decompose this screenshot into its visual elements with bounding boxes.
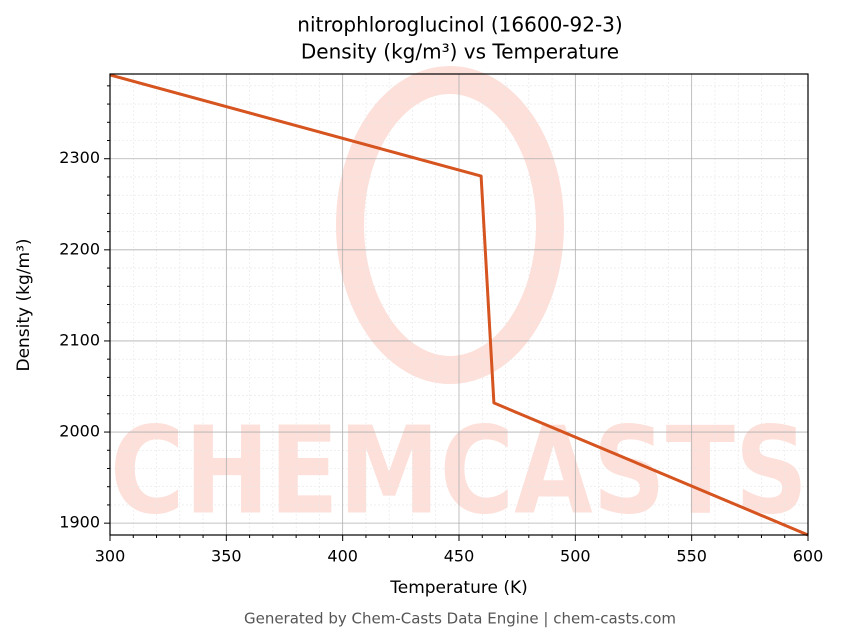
watermark-logo bbox=[336, 66, 564, 384]
y-tick-label: 2200 bbox=[59, 239, 100, 258]
x-axis-label: Temperature (K) bbox=[389, 578, 528, 598]
y-axis-label: Density (kg/m³) bbox=[14, 238, 34, 371]
x-tick-label: 400 bbox=[327, 547, 358, 566]
chart-title: nitrophloroglucinol (16600-92-3) bbox=[297, 13, 622, 37]
x-tick-label: 500 bbox=[560, 547, 591, 566]
y-tick-label: 2300 bbox=[59, 148, 100, 167]
y-tick-label: 1900 bbox=[59, 513, 100, 532]
y-tick-label: 2000 bbox=[59, 422, 100, 441]
chart-subtitle: Density (kg/m³) vs Temperature bbox=[301, 40, 619, 64]
x-tick-label: 300 bbox=[95, 547, 126, 566]
x-tick-label: 600 bbox=[793, 547, 824, 566]
x-tick-label: 350 bbox=[211, 547, 242, 566]
x-tick-label: 450 bbox=[444, 547, 475, 566]
footer: Generated by Chem-Casts Data Engine | ch… bbox=[244, 610, 676, 628]
x-tick-label: 550 bbox=[676, 547, 707, 566]
plot-frame bbox=[109, 73, 809, 536]
line-series bbox=[109, 73, 809, 537]
y-tick-label: 2100 bbox=[59, 330, 100, 349]
